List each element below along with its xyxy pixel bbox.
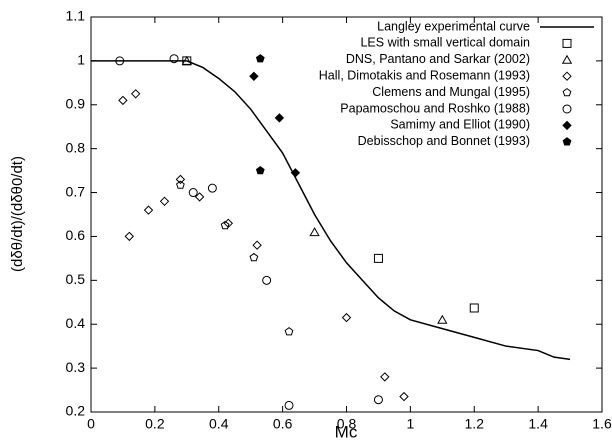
diamond-marker — [380, 372, 390, 382]
pentagon-marker — [249, 252, 259, 262]
diamond-marker — [252, 240, 262, 250]
square-marker — [562, 38, 572, 48]
square-marker — [469, 303, 479, 313]
x-tick-label: 1.6 — [592, 416, 612, 432]
legend-label: LES with small vertical domain — [360, 36, 530, 50]
y-tick-label: 1 — [77, 52, 85, 68]
diamond-marker — [341, 312, 352, 323]
square-marker — [373, 253, 383, 263]
y-tick-label: 0.3 — [66, 359, 86, 375]
circle-marker — [562, 104, 572, 114]
circle-marker — [115, 56, 125, 66]
pentagon-marker — [255, 165, 265, 175]
circle-marker — [207, 183, 217, 193]
legend-label: Samimy and Elliot (1990) — [390, 118, 530, 132]
diamond-marker — [118, 95, 128, 106]
legend-label: DNS, Pantano and Sarkar (2002) — [346, 52, 530, 66]
diamond-marker — [143, 205, 154, 215]
diamond-marker — [399, 391, 409, 402]
legend-label: Clemens and Mungal (1995) — [372, 85, 530, 99]
triangle-marker — [561, 54, 573, 64]
pentagon-marker — [284, 327, 294, 336]
y-tick-label: 0.5 — [66, 271, 86, 287]
x-tick-label: 1.2 — [465, 416, 485, 432]
diamond-marker — [175, 174, 186, 185]
circle-marker — [284, 400, 294, 410]
y-axis-label: (dδθ/dt)/(dδθ0/dt) — [9, 156, 26, 272]
diamond-marker — [290, 168, 301, 178]
legend-label: Debisschop and Bonnet (1993) — [358, 134, 530, 148]
y-tick-label: 0.6 — [66, 227, 86, 243]
triangle-marker — [437, 314, 448, 324]
diamond-marker — [124, 231, 135, 242]
x-axis-label: Mc — [335, 422, 358, 441]
diamond-marker — [562, 71, 572, 81]
x-tick-label: 0.6 — [273, 416, 293, 432]
curve — [91, 60, 571, 361]
circle-marker — [188, 188, 198, 198]
circle-marker — [262, 275, 272, 285]
x-tick-label: 1 — [406, 416, 414, 432]
diamond-marker — [274, 113, 285, 123]
pentagon-marker — [176, 180, 185, 189]
triangle-marker — [181, 55, 192, 65]
x-tick-label: 0 — [87, 416, 95, 432]
pentagon-marker — [255, 54, 265, 63]
pentagon-marker — [220, 220, 230, 230]
y-tick-label: 1.1 — [66, 8, 86, 24]
diamond-marker — [159, 196, 170, 207]
pentagon-marker — [562, 87, 572, 97]
pentagon-marker — [562, 137, 572, 146]
legend-label: Langley experimental curve — [377, 19, 530, 33]
triangle-marker — [309, 227, 320, 237]
legend-label: Hall, Dimotakis and Rosemann (1993) — [319, 68, 530, 82]
circle-marker — [169, 54, 179, 64]
circle-marker — [373, 395, 383, 405]
x-tick-label: 0.4 — [209, 416, 229, 432]
diamond-marker — [130, 89, 141, 99]
diamond-marker — [249, 71, 259, 82]
x-tick-label: 1.4 — [528, 416, 548, 432]
diamond-marker — [562, 120, 572, 131]
y-tick-label: 0.2 — [66, 403, 86, 419]
y-tick-label: 0.8 — [66, 139, 86, 155]
legend-label: Papamoschou and Roshko (1988) — [340, 101, 530, 115]
y-tick-label: 0.9 — [66, 95, 86, 111]
y-tick-label: 0.7 — [66, 183, 86, 199]
x-tick-label: 0.2 — [145, 416, 165, 432]
x-tick-label: 0.8 — [337, 416, 357, 432]
y-tick-label: 0.4 — [66, 315, 86, 331]
diamond-marker — [194, 192, 205, 202]
